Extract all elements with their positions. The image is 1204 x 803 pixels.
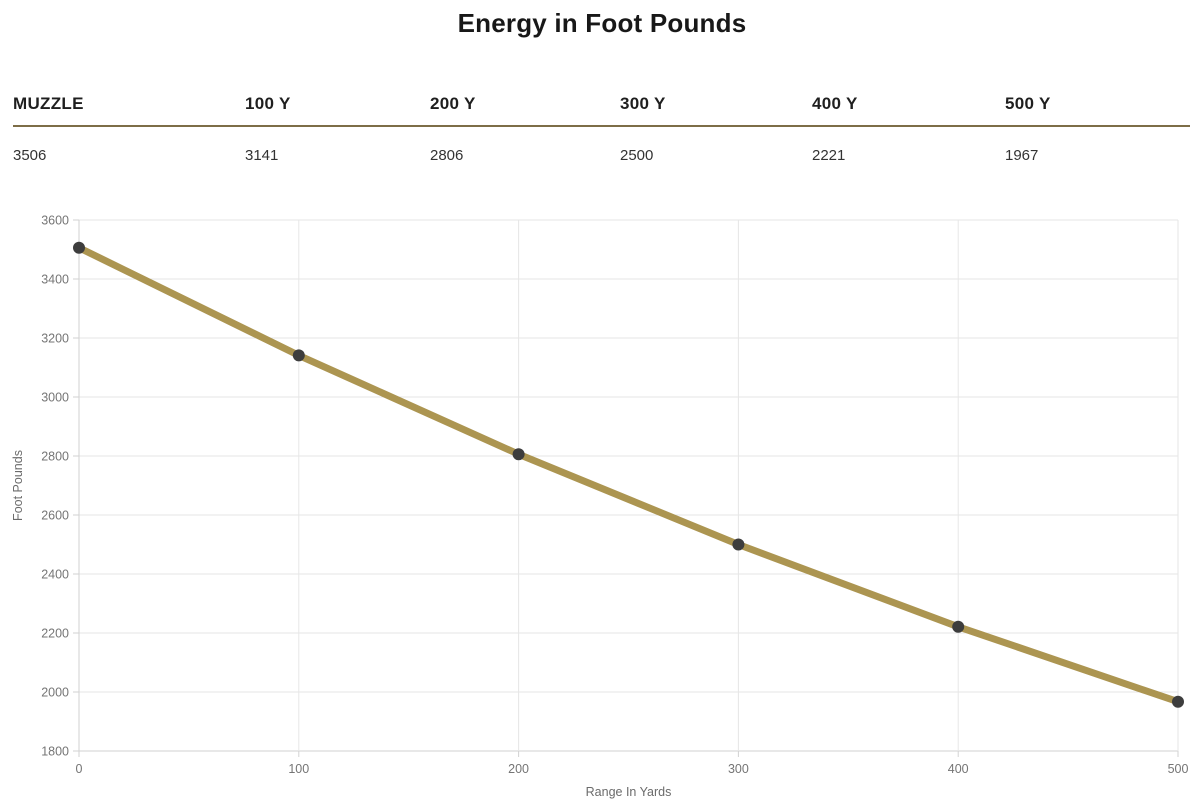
x-tick-label: 300	[728, 762, 749, 776]
table-header-100y: 100 Y	[245, 94, 291, 113]
x-tick-label: 500	[1168, 762, 1189, 776]
energy-table-value-row: 3506 3141 2806 2500 2221 1967	[13, 127, 1190, 164]
table-value-300y: 2500	[620, 147, 654, 164]
y-axis-title: Foot Pounds	[11, 450, 25, 521]
x-tick-label: 200	[508, 762, 529, 776]
data-point-400y[interactable]	[952, 620, 965, 633]
y-tick-label: 2800	[41, 450, 69, 464]
table-value-200y: 2806	[430, 147, 464, 164]
energy-table-header-row: MUZZLE 100 Y 200 Y 300 Y 400 Y 500 Y	[13, 94, 1190, 114]
data-point-500y[interactable]	[1172, 695, 1184, 708]
y-tick-label: 2400	[41, 568, 69, 582]
page-title: Energy in Foot Pounds	[457, 8, 747, 38]
table-header-300y: 300 Y	[620, 94, 666, 113]
table-header-200y: 200 Y	[430, 94, 476, 113]
energy-line	[75, 244, 1182, 706]
y-tick-label: 3000	[41, 391, 69, 405]
table-value-muzzle: 3506	[13, 147, 47, 164]
table-value-100y: 3141	[245, 147, 279, 164]
chart-svg[interactable]: 1800200022002400260028003000320034003600…	[0, 206, 1204, 803]
x-tick-label: 400	[948, 762, 969, 776]
data-point-0y[interactable]	[73, 241, 85, 254]
table-value-400y: 2221	[812, 147, 846, 164]
data-point-100y[interactable]	[292, 349, 305, 362]
table-header-400y: 400 Y	[812, 94, 858, 113]
data-point-300y[interactable]	[732, 538, 745, 551]
y-tick-label: 3400	[41, 273, 69, 287]
table-value-500y: 1967	[1005, 147, 1039, 164]
table-divider	[13, 125, 1190, 127]
x-tick-label: 100	[288, 762, 309, 776]
x-tick-label: 0	[76, 762, 83, 776]
x-axis-title: Range In Yards	[586, 785, 672, 799]
y-tick-label: 1800	[41, 745, 69, 759]
y-tick-label: 3200	[41, 332, 69, 346]
energy-line-chart[interactable]: 1800 2000 2200 2400 2600 2800 3000 3200 3400 3600…	[0, 206, 1204, 803]
energy-table: MUZZLE 100 Y 200 Y 300 Y 400 Y 500 Y 350…	[13, 94, 1190, 164]
data-point-200y[interactable]	[512, 448, 525, 461]
y-tick-label: 2600	[41, 509, 69, 523]
y-tick-label: 2200	[41, 627, 69, 641]
table-header-muzzle: MUZZLE	[13, 94, 84, 113]
y-tick-label: 3600	[41, 214, 69, 228]
table-header-500y: 500 Y	[1005, 94, 1051, 113]
y-tick-label: 2000	[41, 686, 69, 700]
